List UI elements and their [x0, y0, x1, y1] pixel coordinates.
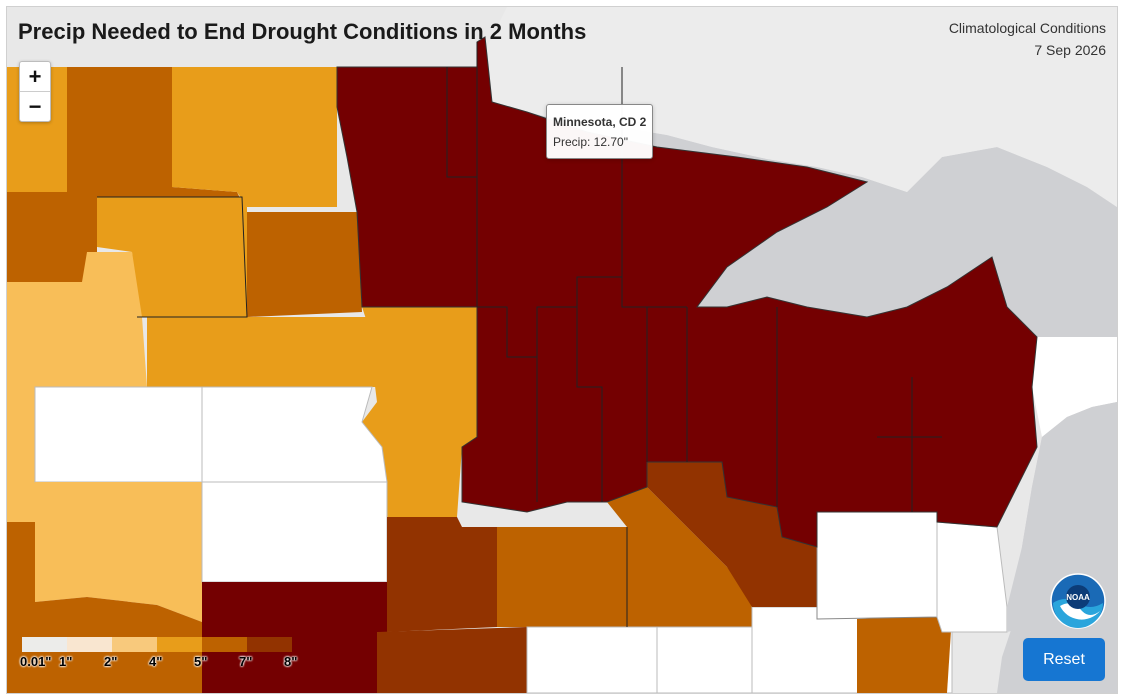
legend-label: 8" — [284, 654, 298, 669]
map-date: 7 Sep 2026 — [1034, 42, 1106, 58]
legend-label: 1" — [59, 654, 73, 669]
lake-superior — [492, 102, 1117, 357]
svg-text:NOAA: NOAA — [1066, 593, 1090, 602]
region-ia-sw — [377, 627, 527, 693]
zoom-out-button[interactable]: − — [20, 91, 50, 121]
legend-label: 2" — [104, 654, 118, 669]
lake-michigan-west — [1007, 402, 1117, 632]
region-sd-white-3 — [201, 481, 388, 583]
region-sd-west-edge — [7, 387, 37, 522]
region-nd-central — [97, 197, 247, 317]
legend-swatch — [22, 637, 67, 652]
legend-label: 7" — [239, 654, 253, 669]
legend-swatch — [247, 637, 292, 652]
region-sd-white-2 — [201, 386, 388, 483]
region-ia-white-2 — [656, 626, 753, 693]
region-sd-north — [147, 317, 377, 387]
legend-label: 5" — [194, 654, 208, 669]
legend-swatches — [22, 637, 292, 652]
noaa-logo-icon: NOAA — [1050, 573, 1106, 629]
map-frame: Precip Needed to End Drought Conditions … — [6, 6, 1118, 694]
map-tooltip: Minnesota, CD 2 Precip: 12.70" — [546, 104, 654, 159]
region-ia-white-3 — [751, 606, 868, 693]
legend: 0.01" 1" 2" 4" 5" 7" 8" — [20, 637, 297, 674]
region-il-brown — [857, 615, 952, 693]
region-ia-nc — [497, 527, 627, 627]
region-mn-wi-dark — [336, 36, 1038, 548]
map-subtitle-box: Climatological Conditions 7 Sep 2026 — [949, 17, 1106, 61]
division-boundaries — [97, 42, 942, 627]
legend-swatch — [202, 637, 247, 652]
region-nd-sw2 — [7, 252, 147, 387]
region-mn-se — [607, 487, 752, 627]
zoom-in-button[interactable]: + — [28, 64, 42, 89]
reset-button[interactable]: Reset — [1023, 638, 1105, 681]
legend-label: 0.01" — [20, 654, 52, 669]
map-subtitle: Climatological Conditions — [948, 20, 1106, 36]
region-wi-white-1 — [816, 511, 938, 620]
region-nd-sw — [7, 192, 97, 282]
region-sd-sw — [35, 482, 202, 622]
region-nd-nw — [47, 67, 242, 202]
region-ia-white-1 — [526, 626, 658, 693]
region-ia-nw — [387, 517, 497, 632]
canada-land — [487, 7, 1117, 207]
region-wi-white-2 — [936, 521, 1008, 633]
region-ne-dark — [202, 582, 387, 693]
legend-swatch — [157, 637, 202, 652]
tooltip-value: Precip: 12.70" — [553, 135, 628, 149]
zoom-control: + − — [19, 61, 51, 122]
region-nd-east — [247, 212, 362, 317]
legend-labels: 0.01" 1" 2" 4" 5" 7" 8" — [20, 652, 297, 674]
region-sd-ne — [362, 307, 477, 517]
legend-swatch — [67, 637, 112, 652]
legend-label: 4" — [149, 654, 163, 669]
region-sd-white-1 — [34, 386, 203, 483]
map-title: Precip Needed to End Drought Conditions … — [18, 19, 587, 44]
legend-swatch — [112, 637, 157, 652]
tooltip-title: Minnesota, CD 2 — [553, 115, 647, 129]
region-mi-white — [1032, 337, 1117, 437]
region-wi-sw — [647, 462, 817, 607]
region-nd-nc — [172, 67, 337, 207]
